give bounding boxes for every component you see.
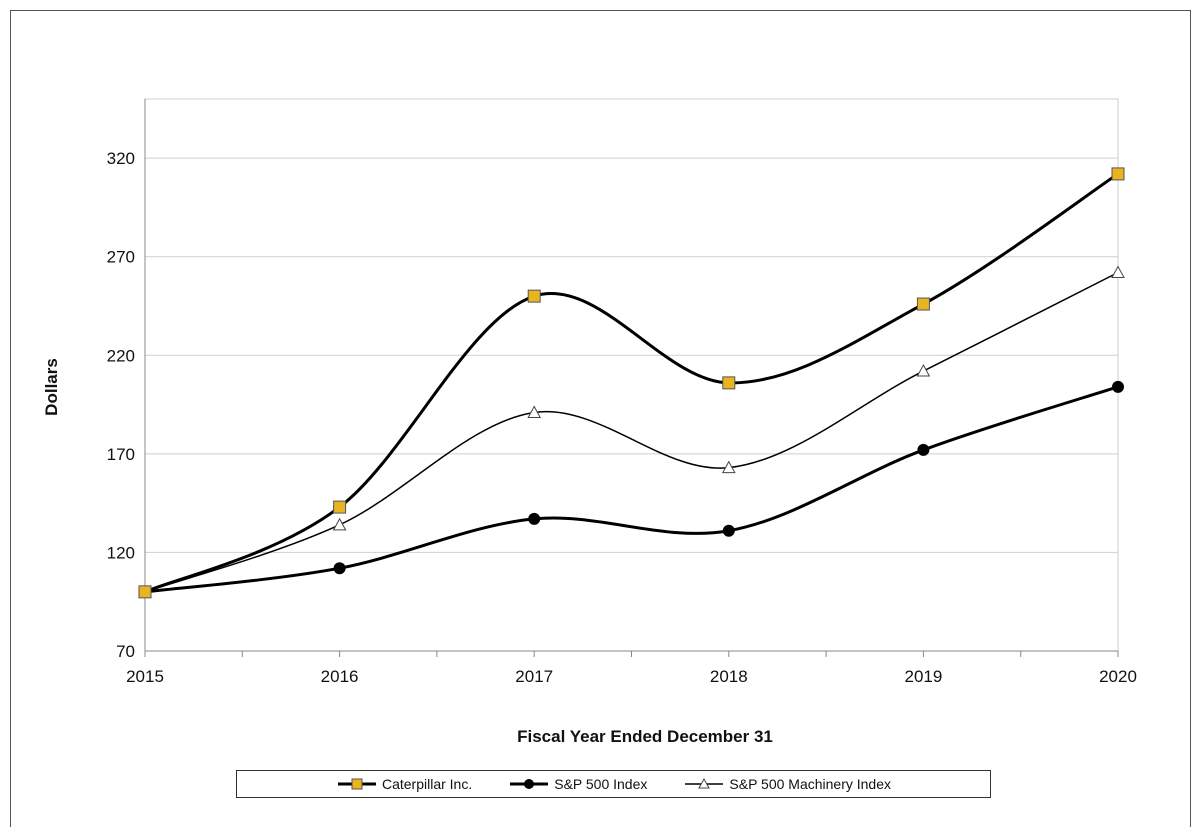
legend-swatch-s-p-500-index [510, 779, 549, 789]
series-lines [144, 172, 1119, 594]
x-tick-label-2017: 2017 [515, 667, 553, 686]
axes [144, 99, 1119, 657]
legend-label-s-p-500-index: S&P 500 Index [554, 776, 648, 792]
legend-marker-s-p-500-index [524, 779, 535, 789]
point-caterpillar-inc-2017 [527, 289, 541, 303]
legend-marker-caterpillar-inc [351, 778, 363, 790]
legend-item-s-p-500-index: S&P 500 Index [508, 776, 647, 792]
tick-labels: 70 120 170 220 270 320 2015 2016 2017 2018 2019 202… [107, 149, 1137, 686]
series-line-s-p-500-machinery-index [144, 271, 1119, 593]
point-caterpillar-inc-2020 [1111, 167, 1125, 181]
point-caterpillar-inc-2015 [138, 585, 152, 599]
legend-item-caterpillar-inc: Caterpillar Inc. [336, 776, 472, 792]
x-axis-title: Fiscal Year Ended December 31 [517, 727, 773, 746]
point-s-p-500-machinery-index-2018 [721, 460, 736, 474]
chart-frame [10, 10, 1191, 827]
x-tick-label-2018: 2018 [710, 667, 748, 686]
y-axis-title: Dollars [42, 358, 61, 416]
point-caterpillar-inc-2019 [916, 297, 930, 311]
legend-label-caterpillar-inc: Caterpillar Inc. [381, 776, 473, 792]
series-line-s-p-500-index [144, 385, 1119, 594]
legend: Caterpillar Inc. S&P 500 Index S&P 500 Mac… [236, 770, 991, 798]
legend-swatch-caterpillar-inc [337, 778, 376, 790]
point-s-p-500-index-2017 [528, 512, 541, 525]
y-tick-label-220: 220 [107, 346, 135, 365]
point-s-p-500-index-2016 [333, 562, 346, 575]
y-tick-label-120: 120 [107, 543, 135, 562]
plot-area [144, 98, 1119, 652]
point-s-p-500-index-2019 [917, 443, 930, 456]
legend-item-s-p-500-machinery-index: S&P 500 Machinery Index [683, 776, 891, 792]
point-s-p-500-machinery-index-2020 [1111, 265, 1125, 278]
point-s-p-500-machinery-index-2019 [916, 364, 931, 377]
y-tick-label-320: 320 [107, 149, 135, 168]
y-tick-label-270: 270 [107, 248, 135, 267]
point-s-p-500-index-2020 [1112, 380, 1124, 393]
series-markers [138, 167, 1125, 599]
x-tick-label-2019: 2019 [904, 667, 942, 686]
x-tick-label-2016: 2016 [321, 667, 359, 686]
legend-swatch-s-p-500-machinery-index [685, 777, 724, 789]
y-tick-label-170: 170 [107, 445, 135, 464]
x-tick-label-2020: 2020 [1099, 667, 1137, 686]
series-line-caterpillar-inc [144, 172, 1119, 594]
x-tick-label-2015: 2015 [126, 667, 164, 686]
point-caterpillar-inc-2018 [722, 376, 736, 390]
point-s-p-500-machinery-index-2016 [332, 517, 347, 531]
point-s-p-500-machinery-index-2017 [527, 405, 542, 418]
legend-label-s-p-500-machinery-index: S&P 500 Machinery Index [729, 776, 892, 792]
point-s-p-500-index-2018 [722, 524, 735, 537]
legend-marker-s-p-500-machinery-index [698, 777, 711, 789]
y-tick-label-70: 70 [116, 642, 135, 661]
point-caterpillar-inc-2016 [333, 500, 347, 514]
